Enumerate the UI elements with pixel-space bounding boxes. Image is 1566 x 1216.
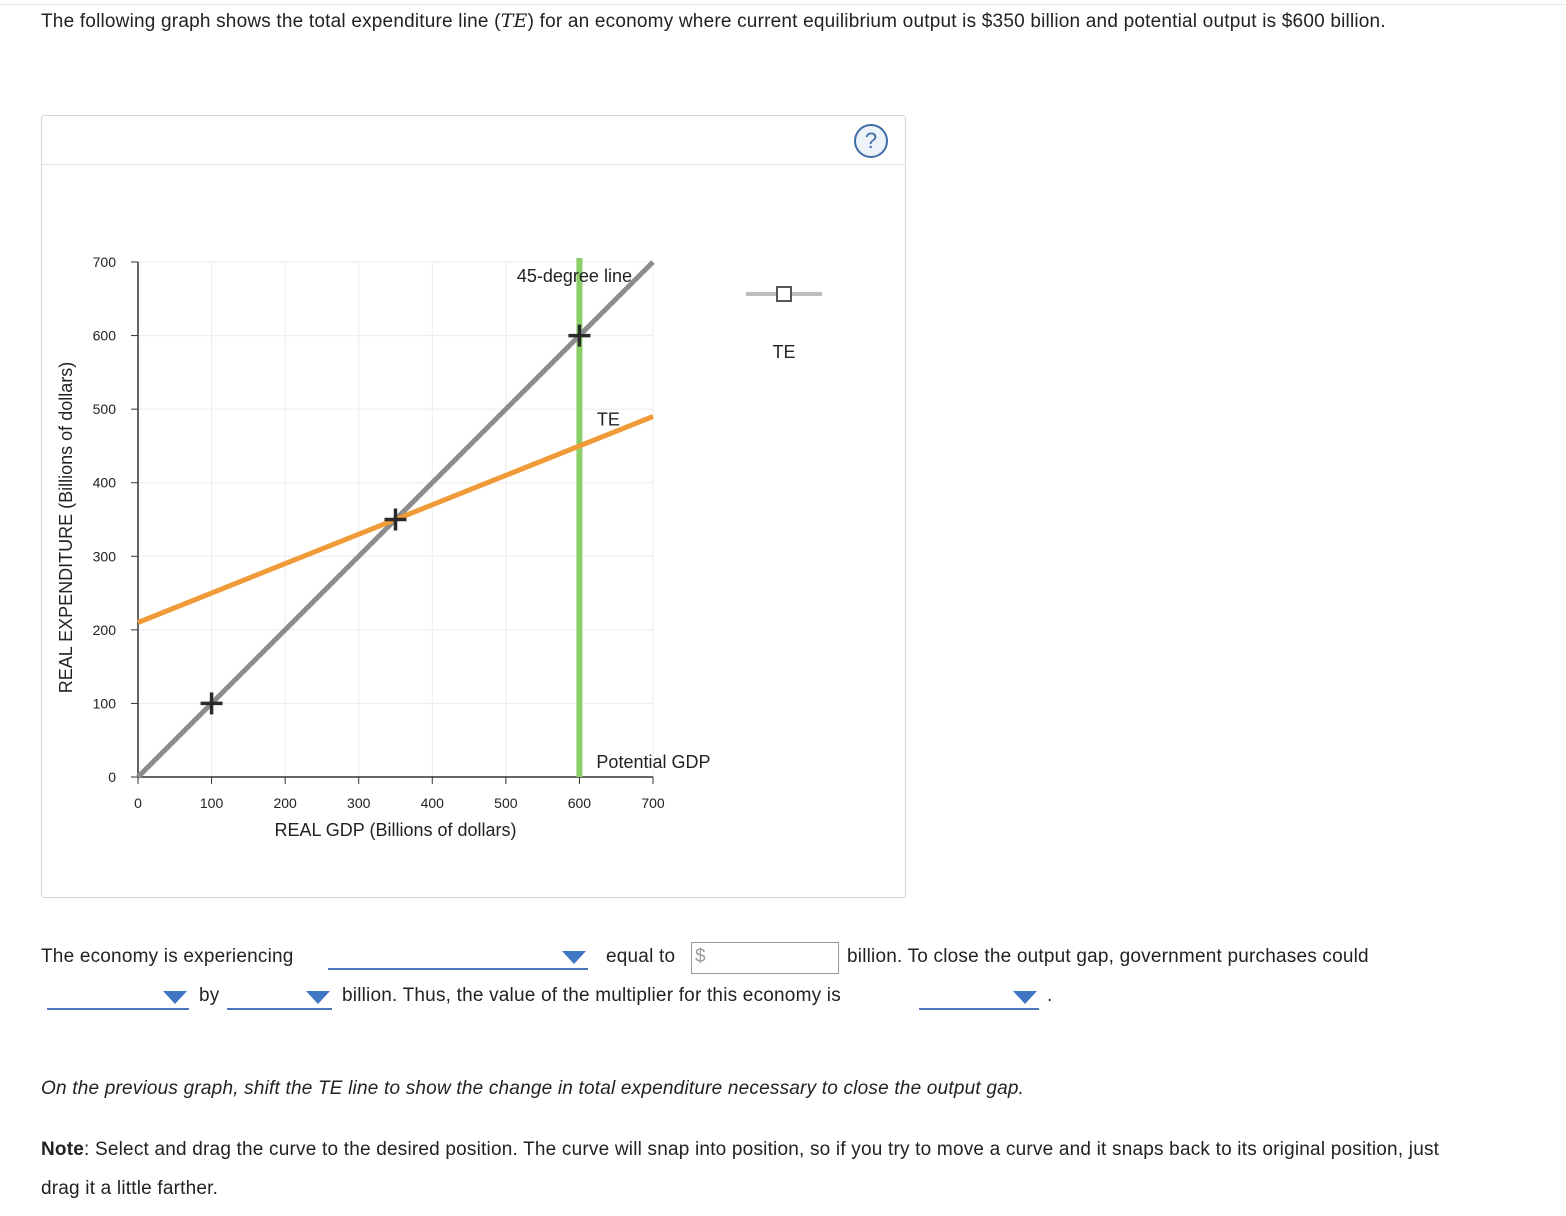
direction-dropdown[interactable] bbox=[47, 980, 189, 1010]
question-part-2: equal to bbox=[606, 946, 676, 967]
note-body: : Select and drag the curve to the desir… bbox=[41, 1139, 1440, 1199]
gap-amount-field[interactable]: $ bbox=[691, 942, 839, 974]
graph-panel: ? 0 100 200 300 400 500 600 700 0 100 200 300 400 500… bbox=[41, 115, 906, 898]
x-tick-label: 700 bbox=[641, 795, 665, 811]
intro-part-2: ) for an economy where current equilibri… bbox=[527, 11, 1386, 32]
x-tick-label: 500 bbox=[494, 795, 518, 811]
chevron-down-icon bbox=[306, 991, 330, 1004]
x-tick-label: 0 bbox=[134, 795, 142, 811]
axis-layer: 0 100 200 300 400 500 600 700 0 100 200 300 400 500 60… bbox=[56, 254, 665, 840]
te-line-label: TE bbox=[597, 410, 620, 430]
intro-text: The following graph shows the total expe… bbox=[41, 2, 1511, 41]
y-tick-label: 0 bbox=[108, 769, 116, 785]
note-label: Note bbox=[41, 1139, 85, 1160]
gap-amount-input[interactable] bbox=[710, 945, 838, 973]
x-tick-label: 100 bbox=[200, 795, 224, 811]
forty-five-degree-line-label: 45-degree line bbox=[517, 266, 632, 286]
question-part-1: The economy is experiencing bbox=[41, 946, 294, 967]
panel-header-divider bbox=[42, 164, 905, 165]
note-text: Note: Select and drag the curve to the d… bbox=[41, 1130, 1481, 1208]
legend-te-handle-icon[interactable] bbox=[776, 286, 792, 302]
y-tick-label: 400 bbox=[93, 475, 117, 491]
potential-gdp-label: Potential GDP bbox=[596, 752, 710, 772]
y-tick-label: 700 bbox=[93, 254, 117, 270]
y-tick-label: 100 bbox=[93, 695, 117, 711]
y-tick-label: 300 bbox=[93, 548, 117, 564]
x-tick-label: 600 bbox=[568, 795, 592, 811]
top-divider bbox=[0, 4, 1566, 5]
chevron-down-icon bbox=[562, 951, 586, 964]
y-tick-label: 200 bbox=[93, 622, 117, 638]
multiplier-dropdown[interactable] bbox=[919, 980, 1039, 1010]
question-mark-icon: ? bbox=[864, 128, 878, 153]
instruction-text: On the previous graph, shift the TE line… bbox=[41, 1078, 1025, 1099]
marker-point[interactable] bbox=[384, 508, 407, 531]
marker-layer[interactable] bbox=[200, 324, 591, 715]
label-layer: Potential GDP 45-degree line TE bbox=[517, 266, 711, 772]
chevron-down-icon bbox=[163, 991, 187, 1004]
legend-te-label: TE bbox=[772, 342, 795, 362]
question-end-period: . bbox=[1047, 985, 1053, 1006]
intro-te-symbol: TE bbox=[500, 10, 528, 32]
marker-point[interactable] bbox=[568, 324, 591, 347]
y-tick-label: 600 bbox=[93, 328, 117, 344]
question-part-5: billion. Thus, the value of the multipli… bbox=[342, 985, 841, 1006]
y-axis-title: REAL EXPENDITURE (Billions of dollars) bbox=[56, 362, 76, 693]
x-tick-label: 300 bbox=[347, 795, 371, 811]
x-tick-label: 200 bbox=[273, 795, 297, 811]
purchase-change-dropdown[interactable] bbox=[227, 980, 332, 1010]
x-tick-label: 400 bbox=[421, 795, 445, 811]
gap-type-dropdown[interactable] bbox=[328, 940, 588, 970]
y-tick-label: 500 bbox=[93, 401, 117, 417]
intro-part-1: The following graph shows the total expe… bbox=[41, 11, 501, 32]
help-button[interactable]: ? bbox=[854, 124, 888, 158]
x-axis-title: REAL GDP (Billions of dollars) bbox=[274, 820, 516, 840]
legend-layer[interactable]: TE bbox=[746, 286, 822, 362]
expenditure-chart: 0 100 200 300 400 500 600 700 0 100 200 300 400 500 60… bbox=[56, 254, 822, 840]
question-part-3: billion. To close the output gap, govern… bbox=[847, 946, 1369, 967]
marker-point[interactable] bbox=[200, 692, 223, 715]
chevron-down-icon bbox=[1013, 991, 1037, 1004]
dollar-sign: $ bbox=[695, 946, 706, 967]
question-part-4: by bbox=[199, 985, 220, 1006]
